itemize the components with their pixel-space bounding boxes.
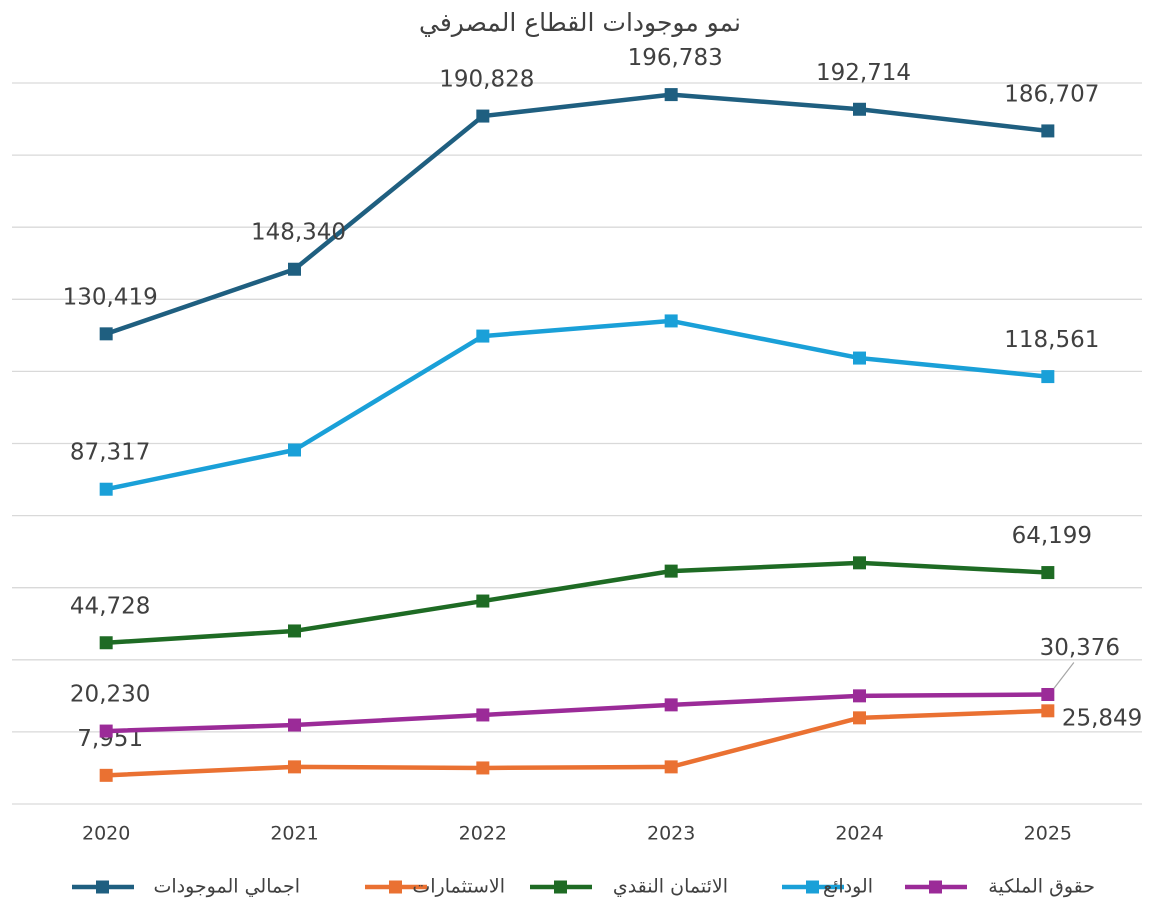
legend-swatch-marker (929, 880, 942, 894)
data-label: 20,230 (70, 682, 150, 708)
chart-title: نمو موجودات القطاع المصرفي (419, 8, 741, 37)
point-marker (853, 556, 866, 570)
point-marker (288, 718, 301, 732)
data-label: 192,714 (816, 60, 911, 86)
point-marker (1041, 566, 1055, 580)
legend-label: الاستثمارات (412, 876, 505, 898)
legend-label: الائتمان النقدي (613, 876, 728, 898)
data-label: 87,317 (70, 440, 150, 466)
point-marker (664, 564, 678, 578)
series-line (105, 318, 1049, 492)
point-marker (99, 482, 113, 496)
point-marker (476, 109, 490, 123)
point-marker (664, 314, 678, 328)
data-label: 196,783 (628, 45, 723, 71)
point-marker (99, 327, 113, 341)
series-line (106, 692, 1048, 734)
x-tick-label: 2023 (647, 823, 695, 845)
series-line (106, 560, 1048, 646)
x-tick-label: 2020 (82, 823, 130, 845)
x-tick-label: 2025 (1024, 823, 1072, 845)
data-label: 186,707 (1004, 81, 1099, 107)
point-marker (1041, 704, 1055, 718)
point-marker (476, 761, 490, 775)
point-marker (853, 351, 866, 365)
point-marker (288, 760, 301, 774)
data-label: 30,376 (1040, 635, 1120, 661)
point-marker (1041, 124, 1055, 138)
point-marker (853, 711, 866, 725)
point-marker (99, 768, 113, 782)
x-tick-label: 2024 (835, 823, 883, 845)
series-line (106, 708, 1048, 778)
point-marker (476, 708, 490, 722)
point-marker (1041, 687, 1055, 701)
point-marker (664, 698, 678, 712)
point-marker (476, 594, 490, 608)
x-tick-label: 2021 (270, 823, 318, 845)
x-tick-label: 2022 (459, 823, 507, 845)
point-marker (853, 102, 866, 116)
point-marker (99, 636, 113, 650)
legend-swatch-marker (554, 880, 567, 894)
legend-swatch-marker (96, 880, 109, 894)
data-label: 190,828 (439, 67, 534, 93)
data-label: 148,340 (251, 220, 346, 246)
point-marker (288, 262, 301, 276)
legend-swatch-marker (389, 880, 402, 894)
point-marker (288, 443, 301, 457)
point-marker (664, 760, 678, 774)
data-label: 25,849 (1062, 705, 1142, 731)
leader-line (1053, 662, 1075, 689)
legend-label: الودائع (823, 876, 873, 898)
legend-label: اجمالي الموجودات (153, 876, 300, 898)
point-marker (476, 329, 490, 343)
legend-swatch-marker (806, 880, 819, 894)
data-label: 130,419 (63, 284, 158, 310)
point-marker (288, 624, 301, 638)
data-label: 44,728 (70, 593, 150, 619)
legend-label: حقوق الملكية (988, 876, 1095, 898)
data-label: 64,199 (1012, 523, 1092, 549)
point-marker (664, 88, 678, 102)
point-marker (853, 689, 866, 703)
point-marker (1041, 370, 1055, 384)
point-marker (99, 724, 113, 738)
data-label: 118,561 (1004, 327, 1099, 353)
series-line (105, 92, 1049, 336)
